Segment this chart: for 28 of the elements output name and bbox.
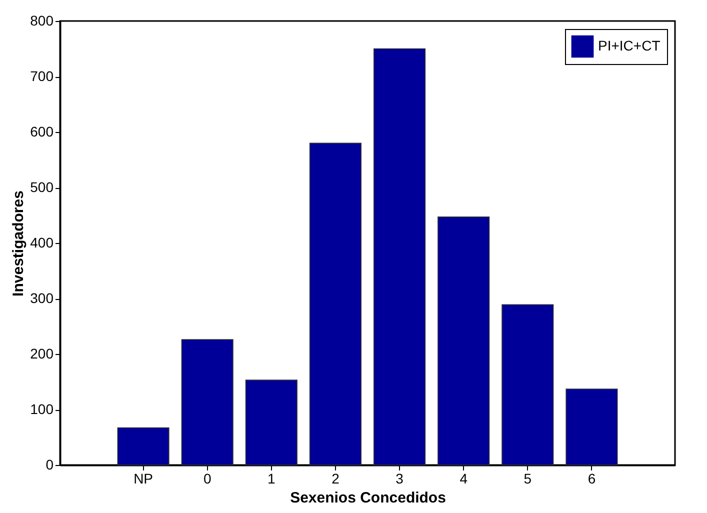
y-tick-label: 800 (30, 12, 54, 28)
bar (374, 48, 426, 466)
y-tick-label: 100 (30, 401, 54, 417)
bar (566, 388, 618, 466)
bar (245, 380, 298, 466)
y-tick-label: 700 (30, 68, 54, 84)
bar (438, 216, 490, 466)
bar (117, 427, 170, 466)
x-tick-label: 6 (588, 470, 596, 486)
x-tick-label: 1 (268, 470, 276, 486)
y-tick-label: 400 (30, 234, 54, 250)
x-axis-title: Sexenios Concedidos (290, 490, 446, 506)
y-tick-label: 200 (30, 346, 54, 362)
x-tick-label: 3 (396, 470, 404, 486)
x-tick-label: 5 (524, 470, 532, 486)
bar (181, 339, 234, 466)
bar (502, 304, 554, 466)
y-tick-label: 600 (30, 124, 54, 140)
y-tick-label: 500 (30, 179, 54, 195)
y-tick-label: 300 (30, 290, 54, 306)
x-tick-label: 4 (460, 470, 468, 486)
legend-label: PI+IC+CT (598, 38, 661, 54)
x-tick-label: 2 (332, 470, 340, 486)
x-tick-label: 0 (203, 470, 212, 486)
y-axis-title: Investigadores (10, 190, 28, 296)
bar (309, 142, 362, 466)
y-tick-label: 0 (46, 456, 54, 472)
x-tick-label: NP (134, 470, 154, 486)
